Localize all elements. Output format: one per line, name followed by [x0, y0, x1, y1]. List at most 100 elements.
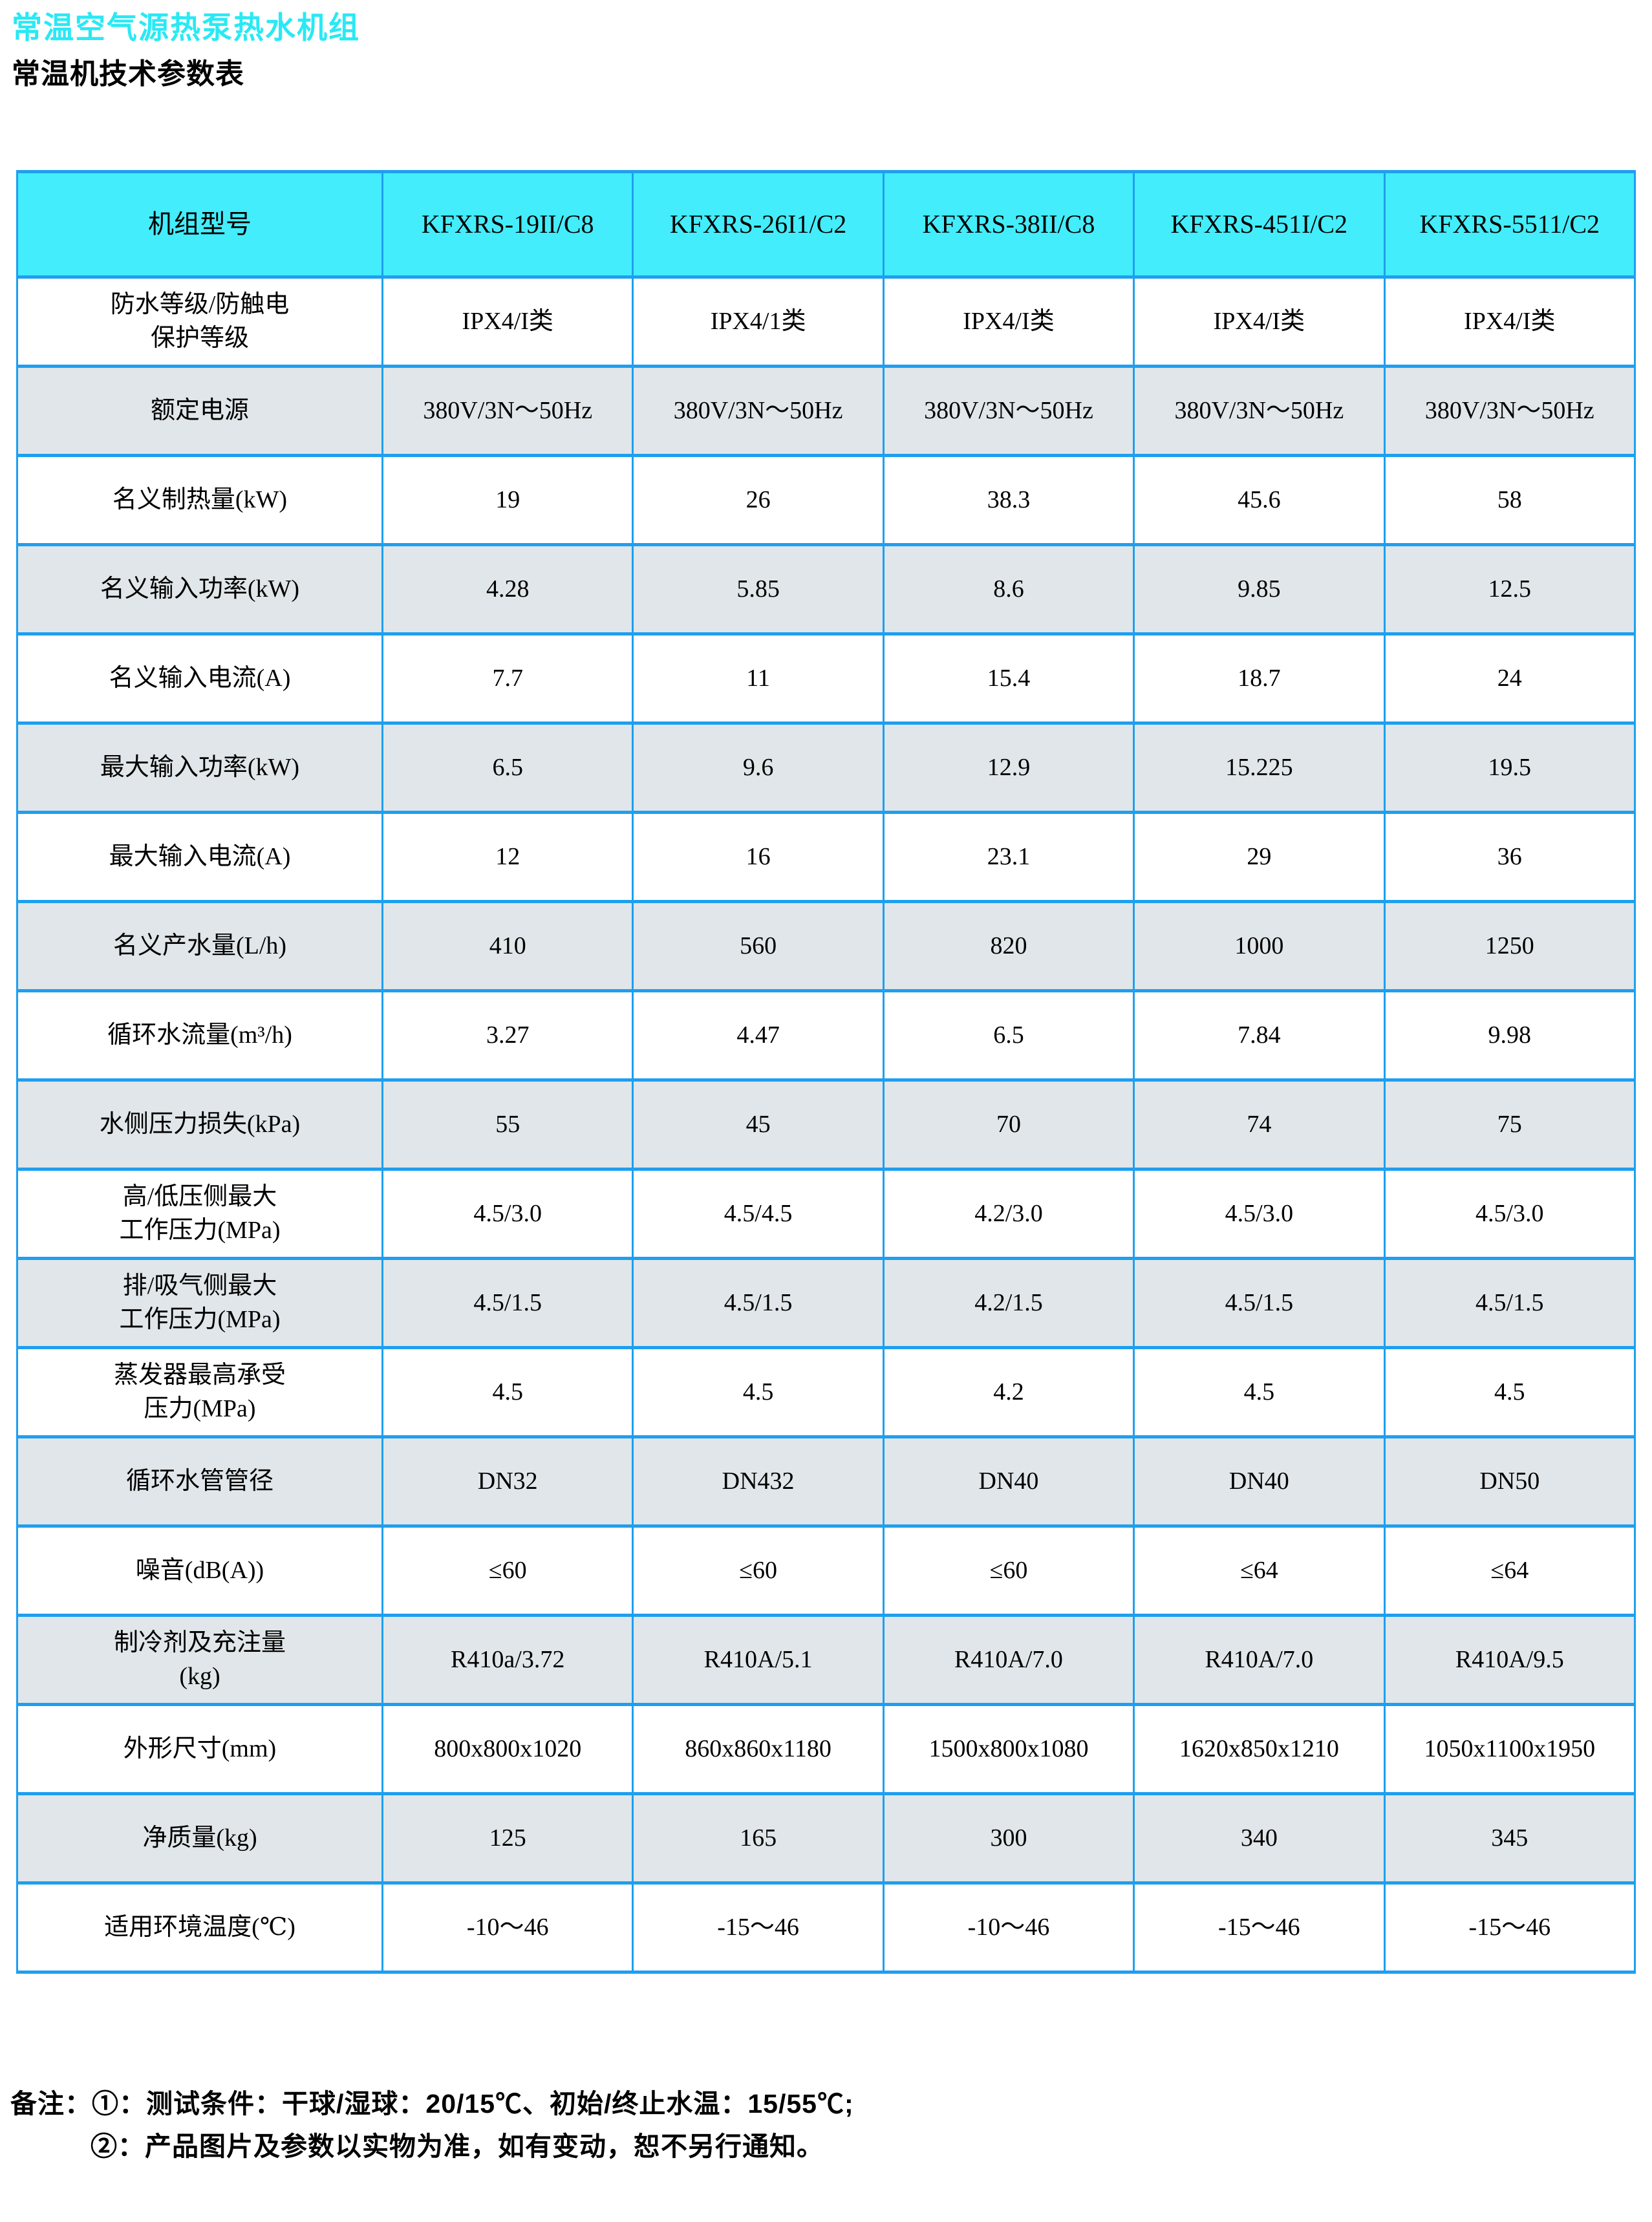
value-cell: 58 [1383, 454, 1636, 546]
value-cell: -10〜46 [882, 1881, 1135, 1974]
value-cell: 4.5/1.5 [1383, 1257, 1636, 1349]
value-cell: 19.5 [1383, 721, 1636, 814]
row-label-cell: 噪音(dB(A)) [16, 1524, 383, 1617]
table-row: 噪音(dB(A)) ≤60 ≤60 ≤60 ≤64 ≤64 [16, 1524, 1636, 1617]
row-label-cell: 水侧压力损失(kPa) [16, 1078, 383, 1171]
value-cell: 4.5/3.0 [1133, 1168, 1386, 1260]
value-cell: ≤64 [1383, 1524, 1636, 1617]
table-row: 蒸发器最高承受 压力(MPa) 4.5 4.5 4.2 4.5 4.5 [16, 1346, 1636, 1438]
value-cell: -15〜46 [632, 1881, 885, 1974]
value-cell: 5.85 [632, 543, 885, 636]
value-cell: 16 [632, 811, 885, 903]
value-cell: 26 [632, 454, 885, 546]
row-label-cell: 名义产水量(L/h) [16, 900, 383, 992]
table-row: 外形尺寸(mm) 800x800x1020 860x860x1180 1500x800… [16, 1703, 1636, 1795]
header-model-cell: KFXRS-19II/C8 [381, 170, 634, 279]
row-label-cell: 循环水管管径 [16, 1435, 383, 1528]
value-cell: 860x860x1180 [632, 1703, 885, 1795]
value-cell: R410A/9.5 [1383, 1614, 1636, 1706]
value-cell: 15.225 [1133, 721, 1386, 814]
header-model-cell: KFXRS-26I1/C2 [632, 170, 885, 279]
value-cell: 4.5/1.5 [1133, 1257, 1386, 1349]
row-label-cell: 额定电源 [16, 365, 383, 457]
value-cell: 4.5/3.0 [381, 1168, 634, 1260]
table-row: 最大输入功率(kW) 6.5 9.6 12.9 15.225 19.5 [16, 721, 1636, 814]
corner-label-cell: 机组型号 [16, 170, 383, 279]
value-cell: 1620x850x1210 [1133, 1703, 1386, 1795]
notes-prefix: 备注： [10, 2089, 92, 2119]
spec-table-head: 机组型号 KFXRS-19II/C8 KFXRS-26I1/C2 KFXRS-38II… [16, 170, 1636, 279]
table-row: 名义产水量(L/h) 410 560 820 1000 1250 [16, 900, 1636, 992]
table-row: 名义制热量(kW) 19 26 38.3 45.6 58 [16, 454, 1636, 546]
value-cell: 6.5 [882, 989, 1135, 1082]
value-cell: 55 [381, 1078, 634, 1171]
header-model-cell: KFXRS-5511/C2 [1383, 170, 1636, 279]
value-cell: 4.5/1.5 [632, 1257, 885, 1349]
row-label-cell: 循环水流量(m³/h) [16, 989, 383, 1082]
value-cell: -10〜46 [381, 1881, 634, 1974]
row-label-cell: 外形尺寸(mm) [16, 1703, 383, 1795]
row-label-cell: 制冷剂及充注量 (kg) [16, 1614, 383, 1706]
value-cell: 70 [882, 1078, 1135, 1171]
note-line-1: 备注：①：测试条件：干球/湿球：20/15℃、初始/终止水温：15/55℃; [10, 2083, 854, 2126]
value-cell: ≤60 [381, 1524, 634, 1617]
value-cell: 165 [632, 1792, 885, 1885]
notes: 备注：①：测试条件：干球/湿球：20/15℃、初始/终止水温：15/55℃; ②… [10, 2083, 854, 2168]
value-cell: 38.3 [882, 454, 1135, 546]
value-cell: 19 [381, 454, 634, 546]
row-label-cell: 名义制热量(kW) [16, 454, 383, 546]
value-cell: 7.84 [1133, 989, 1386, 1082]
value-cell: 4.5/3.0 [1383, 1168, 1636, 1260]
table-row: 防水等级/防触电 保护等级 IPX4/I类 IPX4/1类 IPX4/I类 IPX4/I… [16, 275, 1636, 368]
value-cell: R410a/3.72 [381, 1614, 634, 1706]
row-label-cell: 名义输入电流(A) [16, 632, 383, 725]
value-cell: R410A/5.1 [632, 1614, 885, 1706]
value-cell: 4.47 [632, 989, 885, 1082]
note-text-1: ①：测试条件：干球/湿球：20/15℃、初始/终止水温：15/55℃; [92, 2089, 854, 2119]
value-cell: 1250 [1383, 900, 1636, 992]
note-line-2: ②：产品图片及参数以实物为准，如有变动，恕不另行通知。 [10, 2126, 854, 2168]
value-cell: 4.5 [1383, 1346, 1636, 1438]
value-cell: 380V/3N〜50Hz [1383, 365, 1636, 457]
value-cell: 15.4 [882, 632, 1135, 725]
value-cell: 345 [1383, 1792, 1636, 1885]
value-cell: R410A/7.0 [1133, 1614, 1386, 1706]
header-model-cell: KFXRS-451I/C2 [1133, 170, 1386, 279]
value-cell: 4.2/3.0 [882, 1168, 1135, 1260]
value-cell: 3.27 [381, 989, 634, 1082]
value-cell: 410 [381, 900, 634, 992]
value-cell: 380V/3N〜50Hz [1133, 365, 1386, 457]
value-cell: 380V/3N〜50Hz [882, 365, 1135, 457]
value-cell: 125 [381, 1792, 634, 1885]
table-header-row: 机组型号 KFXRS-19II/C8 KFXRS-26I1/C2 KFXRS-38II… [16, 170, 1636, 279]
value-cell: 340 [1133, 1792, 1386, 1885]
value-cell: DN50 [1383, 1435, 1636, 1528]
value-cell: ≤64 [1133, 1524, 1386, 1617]
row-label-cell: 最大输入电流(A) [16, 811, 383, 903]
value-cell: 4.28 [381, 543, 634, 636]
table-row: 名义输入电流(A) 7.7 11 15.4 18.7 24 [16, 632, 1636, 725]
value-cell: 300 [882, 1792, 1135, 1885]
value-cell: 4.5 [1133, 1346, 1386, 1438]
value-cell: DN40 [882, 1435, 1135, 1528]
value-cell: 820 [882, 900, 1135, 992]
value-cell: 11 [632, 632, 885, 725]
value-cell: 380V/3N〜50Hz [632, 365, 885, 457]
value-cell: 9.98 [1383, 989, 1636, 1082]
row-label-cell: 蒸发器最高承受 压力(MPa) [16, 1346, 383, 1438]
value-cell: 7.7 [381, 632, 634, 725]
value-cell: DN40 [1133, 1435, 1386, 1528]
value-cell: 45.6 [1133, 454, 1386, 546]
row-label-cell: 净质量(kg) [16, 1792, 383, 1885]
table-row: 排/吸气侧最大 工作压力(MPa) 4.5/1.5 4.5/1.5 4.2/1.5 4.… [16, 1257, 1636, 1349]
value-cell: 12.9 [882, 721, 1135, 814]
note-text-2: ②：产品图片及参数以实物为准，如有变动，恕不另行通知。 [91, 2131, 824, 2161]
row-label-cell: 适用环境温度(℃) [16, 1881, 383, 1974]
value-cell: -15〜46 [1383, 1881, 1636, 1974]
value-cell: R410A/7.0 [882, 1614, 1135, 1706]
row-label-cell: 防水等级/防触电 保护等级 [16, 275, 383, 368]
row-label-cell: 最大输入功率(kW) [16, 721, 383, 814]
spec-table: 机组型号 KFXRS-19II/C8 KFXRS-26I1/C2 KFXRS-38II… [16, 170, 1636, 1974]
table-row: 额定电源 380V/3N〜50Hz 380V/3N〜50Hz 380V/3N〜50Hz… [16, 365, 1636, 457]
row-label-cell: 名义输入功率(kW) [16, 543, 383, 636]
